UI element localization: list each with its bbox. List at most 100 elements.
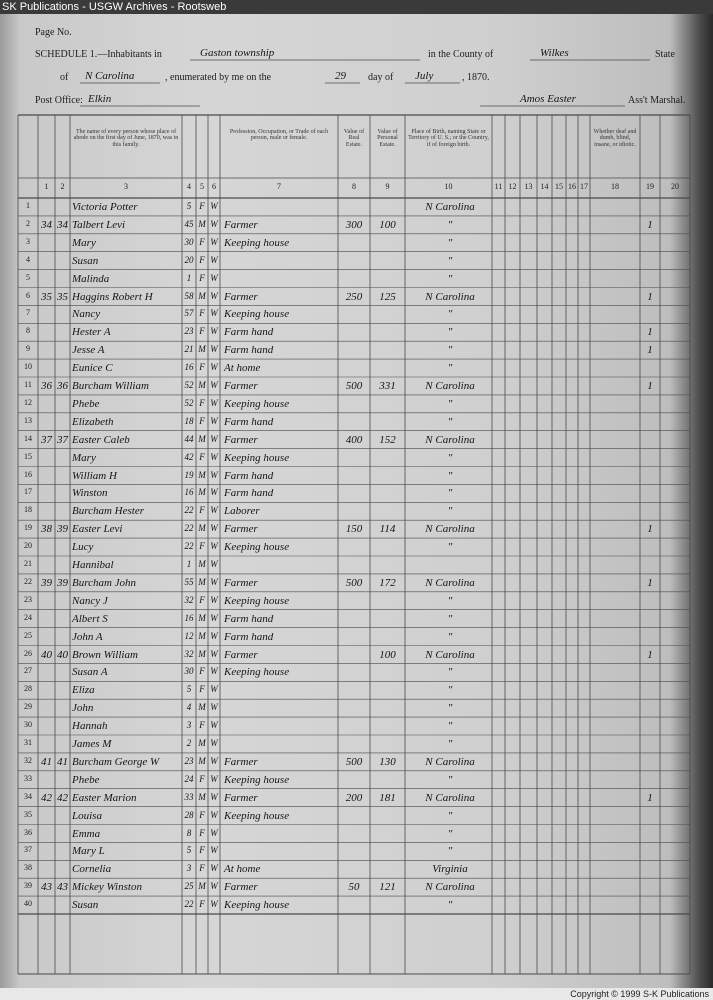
row-birthplace: " bbox=[447, 809, 453, 822]
row-birthplace: " bbox=[447, 541, 453, 554]
county: Wilkes bbox=[540, 47, 569, 59]
row-birthplace: N Carolina bbox=[425, 791, 475, 804]
row-name: Burcham John bbox=[72, 576, 137, 589]
row-age: 30 bbox=[184, 236, 194, 247]
row-c19: 1 bbox=[647, 791, 653, 804]
row-name: Winston bbox=[72, 487, 108, 500]
column-number: 4 bbox=[187, 182, 191, 191]
row-age: 42 bbox=[184, 451, 194, 462]
row-birthplace: N Carolina bbox=[425, 755, 475, 768]
row-line: 19 bbox=[24, 523, 32, 533]
column-number: 10 bbox=[444, 182, 453, 191]
row-name: Burcham Hester bbox=[72, 505, 144, 518]
post-office-label: Post Office: bbox=[35, 95, 83, 106]
column-number: 14 bbox=[540, 182, 549, 191]
row-occupation: Farm hand bbox=[224, 487, 274, 500]
row-name: Susan A bbox=[72, 666, 108, 679]
row-line: 5 bbox=[26, 272, 30, 282]
row-age: 25 bbox=[184, 881, 194, 892]
row-birthplace: N Carolina bbox=[425, 201, 475, 213]
row-occupation: Keeping house bbox=[224, 899, 290, 912]
row-line: 16 bbox=[24, 469, 32, 479]
state: N Carolina bbox=[85, 70, 135, 82]
column-number: 5 bbox=[200, 182, 204, 191]
row-birthplace: " bbox=[447, 845, 453, 858]
row-sex: F bbox=[199, 720, 205, 731]
row-age: 16 bbox=[184, 612, 194, 623]
row-name: Emma bbox=[72, 827, 101, 840]
row-color: W bbox=[210, 845, 218, 856]
row-sex: F bbox=[199, 809, 205, 820]
row-line: 39 bbox=[24, 881, 32, 891]
row-age: 23 bbox=[184, 326, 194, 337]
row-line: 8 bbox=[26, 326, 30, 336]
row-age: 1 bbox=[186, 272, 192, 283]
row-real-estate: 400 bbox=[345, 433, 363, 446]
row-line: 24 bbox=[24, 612, 32, 622]
row-birthplace: " bbox=[447, 684, 453, 697]
row-occupation: Keeping house bbox=[224, 397, 290, 410]
row-line: 28 bbox=[24, 684, 32, 694]
row-birthplace: " bbox=[447, 469, 453, 482]
row-color: W bbox=[210, 254, 218, 265]
row-color: W bbox=[210, 380, 218, 390]
row-family: 34 bbox=[57, 218, 68, 231]
row-dwelling: 40 bbox=[41, 648, 52, 661]
column-number: 1 bbox=[44, 182, 49, 191]
enumerated-label: , enumerated by me on the bbox=[165, 72, 272, 83]
row-age: 1 bbox=[186, 559, 192, 569]
row-real-estate: 200 bbox=[345, 791, 363, 804]
row-personal-estate: 130 bbox=[379, 755, 396, 768]
row-occupation: Keeping house bbox=[224, 773, 290, 786]
row-sex: F bbox=[199, 773, 205, 784]
row-c19: 1 bbox=[647, 290, 653, 303]
row-color: W bbox=[210, 738, 218, 748]
row-line: 31 bbox=[24, 738, 32, 747]
day: 29 bbox=[335, 70, 346, 82]
row-sex: F bbox=[199, 254, 205, 265]
row-c19: 1 bbox=[647, 380, 653, 392]
row-color: W bbox=[210, 863, 218, 874]
row-line: 37 bbox=[24, 845, 32, 855]
row-c19: 1 bbox=[647, 576, 653, 589]
row-sex: F bbox=[199, 541, 205, 552]
row-age: 16 bbox=[184, 362, 194, 373]
column-number: 15 bbox=[555, 182, 563, 191]
row-birthplace: " bbox=[447, 773, 453, 786]
row-name: Nancy bbox=[72, 308, 101, 321]
row-color: W bbox=[210, 630, 218, 641]
row-sex: F bbox=[199, 397, 205, 408]
row-sex: M bbox=[198, 755, 206, 766]
row-line: 23 bbox=[24, 594, 32, 604]
row-age: 52 bbox=[184, 380, 194, 390]
column-number: 7 bbox=[277, 182, 281, 191]
row-occupation: Farm hand bbox=[224, 469, 274, 482]
row-color: W bbox=[210, 433, 218, 444]
row-color: W bbox=[210, 755, 218, 766]
row-sex: M bbox=[198, 469, 206, 480]
row-color: W bbox=[210, 523, 218, 534]
row-color: W bbox=[210, 469, 218, 480]
row-line: 3 bbox=[26, 236, 30, 246]
footer: Copyright © 1999 S-K Publications bbox=[0, 988, 713, 1000]
row-birthplace: " bbox=[447, 236, 453, 249]
post-office: Elkin bbox=[88, 93, 112, 105]
row-line: 26 bbox=[24, 648, 32, 658]
row-age: 24 bbox=[184, 773, 194, 784]
column-number: 9 bbox=[385, 182, 390, 191]
row-real-estate: 150 bbox=[345, 523, 363, 536]
row-sex: M bbox=[198, 380, 206, 390]
row-line: 21 bbox=[24, 559, 32, 568]
row-color: W bbox=[210, 397, 218, 408]
row-family: 40 bbox=[57, 648, 68, 661]
row-sex: M bbox=[198, 559, 206, 569]
row-occupation: Farmer bbox=[224, 523, 258, 536]
column-title: The name of every person whose place of … bbox=[73, 129, 179, 148]
banner-text: SK Publications - USGW Archives - Rootsw… bbox=[2, 1, 227, 13]
row-birthplace: " bbox=[447, 899, 453, 912]
row-birthplace: " bbox=[447, 702, 453, 715]
row-line: 32 bbox=[24, 755, 32, 765]
